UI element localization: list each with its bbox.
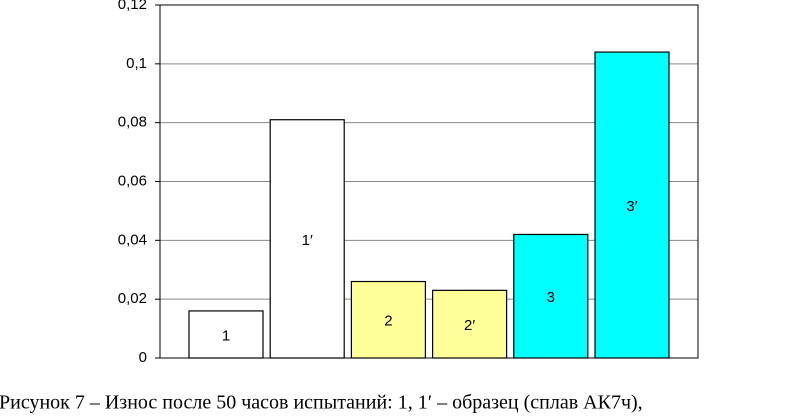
y-tick-label: 0,02 — [118, 290, 147, 307]
y-tick-label: 0 — [139, 349, 147, 366]
bar — [594, 51, 670, 359]
bar — [513, 233, 589, 359]
y-tick-label: 0,1 — [126, 55, 147, 72]
bar — [269, 119, 345, 359]
bar — [188, 310, 264, 359]
bar — [350, 280, 426, 359]
caption: Рисунок 7 – Износ после 50 часов испытан… — [0, 392, 643, 414]
bar-label: 2 — [384, 313, 392, 330]
bar-label: 2′ — [464, 317, 475, 334]
bar-label: 1 — [222, 327, 230, 344]
y-tick-label: 0,08 — [118, 114, 147, 131]
bar-label: 1′ — [302, 232, 313, 249]
y-tick-label: 0,06 — [118, 172, 147, 189]
y-tick-label: 0,04 — [118, 231, 147, 248]
y-tick-label: 0,12 — [118, 0, 147, 13]
bar-label: 3′ — [626, 198, 637, 215]
plot-frame — [159, 4, 699, 359]
bar-label: 3 — [547, 289, 555, 306]
bar — [432, 289, 508, 359]
